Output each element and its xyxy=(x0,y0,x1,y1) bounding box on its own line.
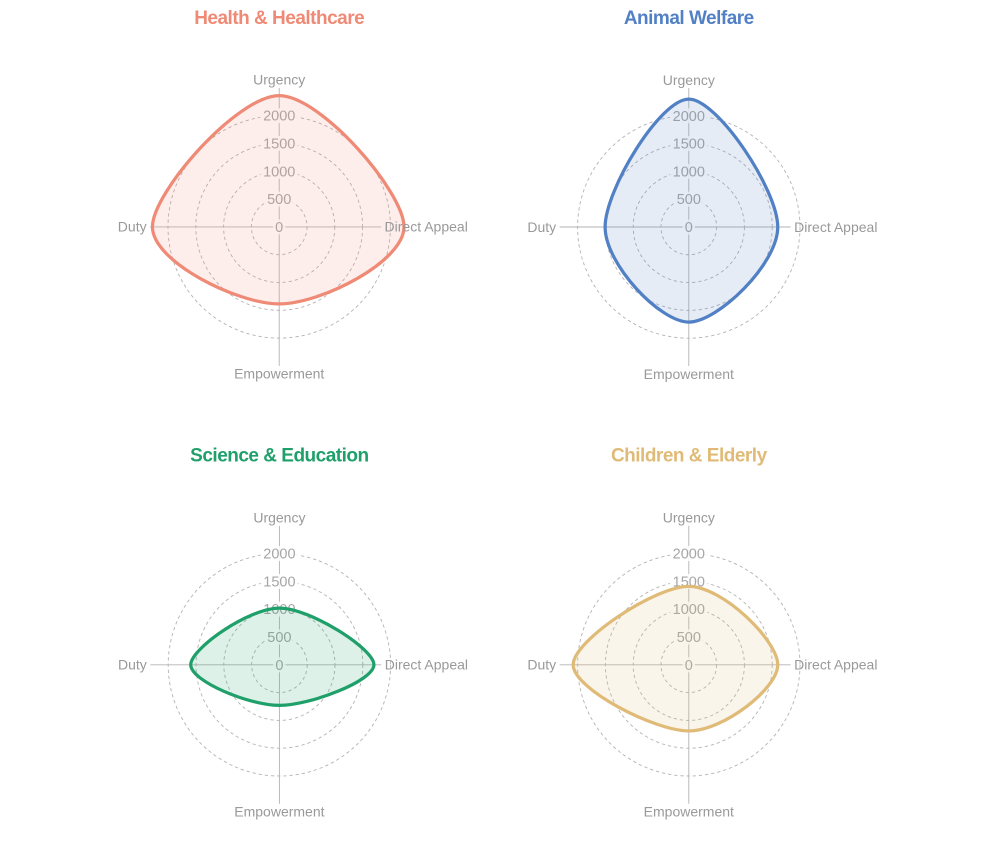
chart-title-1: Health & Healthcare xyxy=(194,8,364,29)
tick-label: 1000 xyxy=(673,164,705,180)
axis-label-urgency: Urgency xyxy=(663,72,715,88)
tick-backdrop xyxy=(264,191,294,207)
tick-label: 1500 xyxy=(673,137,705,153)
axis-point-labels: Urgency Direct Appeal Empowerment Duty xyxy=(527,510,877,820)
tick-label: 2000 xyxy=(263,109,295,125)
tick-backdrop xyxy=(674,191,704,207)
radial-tick-labels: 0 500 1000 1500 2000 xyxy=(260,108,298,236)
tick-backdrop xyxy=(264,629,294,645)
axis-label-direct-appeal: Direct Appeal xyxy=(794,219,877,235)
axis-point-labels: Urgency Direct Appeal Empowerment Duty xyxy=(527,72,877,382)
axis-label-duty: Duty xyxy=(527,657,556,673)
axis-label-urgency: Urgency xyxy=(663,510,715,526)
tick-label: 0 xyxy=(275,220,283,236)
tick-backdrop xyxy=(682,219,695,235)
tick-backdrop xyxy=(273,657,286,673)
radar-chart-2: 0 500 1000 1500 2000 Urgency Direct Appeal Empo… xyxy=(527,8,877,382)
axis-label-duty: Duty xyxy=(118,657,147,673)
tick-label: 1000 xyxy=(263,602,295,618)
tick-label: 500 xyxy=(677,192,701,208)
tick-backdrop xyxy=(260,136,298,151)
tick-label: 0 xyxy=(685,658,693,674)
radial-tick-labels: 0 500 1000 1500 2000 xyxy=(670,108,708,236)
axis-label-empowerment: Empowerment xyxy=(234,804,324,820)
tick-label: 500 xyxy=(677,630,701,646)
axis-label-urgency: Urgency xyxy=(253,72,305,88)
series-fill xyxy=(190,608,374,706)
tick-backdrop xyxy=(670,136,708,152)
axis-label-direct-appeal: Direct Appeal xyxy=(794,657,877,673)
axis-label-direct-appeal: Direct Appeal xyxy=(385,657,468,673)
tick-backdrop xyxy=(260,163,298,179)
tick-label: 1000 xyxy=(263,164,295,180)
series-outline xyxy=(571,584,780,733)
tick-backdrop xyxy=(670,163,708,179)
radar-chart-1: 0 500 1000 1500 2000 Urgency Direct Appeal Empo… xyxy=(118,8,468,382)
tick-label: 1500 xyxy=(263,137,295,153)
series-fill xyxy=(573,586,778,731)
tick-backdrop xyxy=(273,219,286,235)
radar-chart-3: 0 500 1000 1500 2000 Urgency Direct Appeal Empo… xyxy=(118,446,468,820)
tick-label: 2000 xyxy=(673,109,705,125)
tick-label: 500 xyxy=(267,192,291,208)
chart-title-4: Children & Elderly xyxy=(611,446,768,467)
chart-title-2: Animal Welfare xyxy=(624,8,754,29)
tick-backdrop xyxy=(260,546,299,562)
tick-backdrop xyxy=(260,108,298,124)
tick-backdrop xyxy=(260,573,299,589)
tick-label: 500 xyxy=(267,630,291,646)
tick-backdrop xyxy=(674,629,704,645)
axis-label-direct-appeal: Direct Appeal xyxy=(385,219,468,235)
tick-label: 0 xyxy=(685,220,693,236)
series-fill xyxy=(605,99,778,323)
tick-label: 1000 xyxy=(673,602,705,618)
series-outline xyxy=(150,94,406,306)
radial-tick-labels: 0 500 1000 1500 2000 xyxy=(260,546,299,674)
axis-point-labels: Urgency Direct Appeal Empowerment Duty xyxy=(118,72,468,382)
axis-label-urgency: Urgency xyxy=(253,510,305,526)
series-outline xyxy=(603,97,780,324)
axis-label-empowerment: Empowerment xyxy=(234,366,324,382)
chart-title-3: Science & Education xyxy=(190,446,368,467)
tick-backdrop xyxy=(670,573,708,589)
tick-backdrop xyxy=(682,657,695,673)
tick-backdrop xyxy=(670,546,708,562)
axis-label-duty: Duty xyxy=(118,219,147,235)
axis-label-duty: Duty xyxy=(527,219,556,235)
axis-label-empowerment: Empowerment xyxy=(644,804,734,820)
tick-label: 2000 xyxy=(263,547,295,563)
tick-backdrop xyxy=(670,601,708,617)
tick-label: 1500 xyxy=(263,574,295,590)
series-fill xyxy=(152,95,405,304)
tick-label: 2000 xyxy=(673,547,705,563)
tick-label: 0 xyxy=(275,658,283,674)
tick-backdrop xyxy=(670,108,708,124)
axis-point-labels: Urgency Direct Appeal Empowerment Duty xyxy=(118,510,468,820)
axis-label-empowerment: Empowerment xyxy=(644,366,734,382)
series-outline xyxy=(189,606,376,708)
